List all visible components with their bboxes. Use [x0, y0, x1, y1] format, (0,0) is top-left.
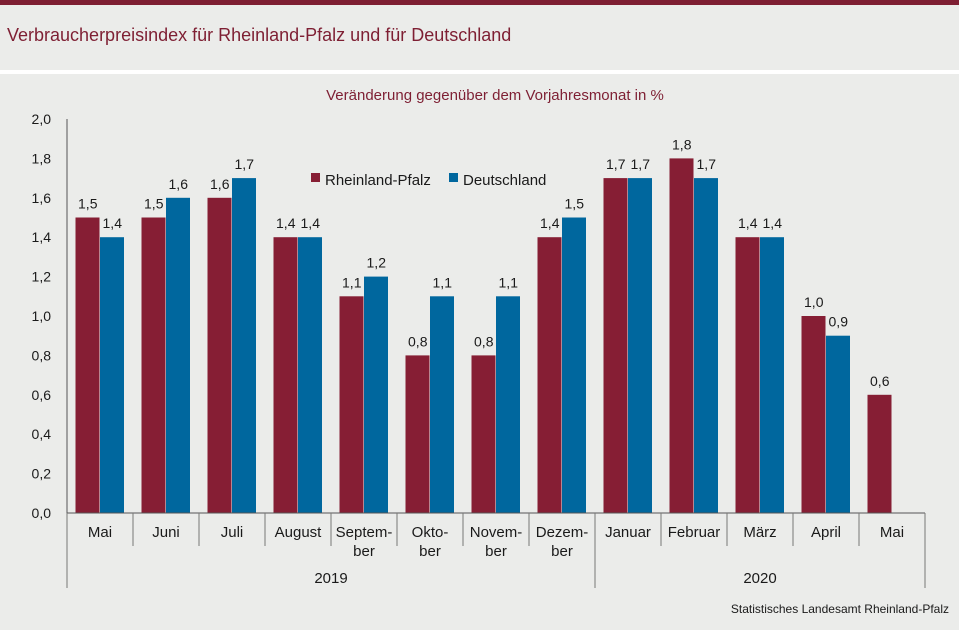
bar-deutschland [694, 178, 718, 513]
bar-rheinland-pfalz [735, 237, 760, 513]
y-tick-label: 1,0 [32, 308, 52, 324]
x-axis: Mai Juni Juli August Septem-ber Okto-ber Novem… [66, 512, 926, 588]
top-accent-bar [0, 0, 959, 5]
x-tick-label: April [811, 524, 841, 541]
y-tick-label: 1,6 [32, 190, 52, 206]
data-label: 1,5 [78, 196, 98, 212]
x-tick-label: Mai [88, 524, 112, 541]
x-tick-label: Januar [605, 524, 651, 541]
data-label: 0,6 [870, 373, 890, 389]
x-tick-label: März [743, 524, 776, 541]
bar-rheinland-pfalz [141, 217, 166, 513]
x-tick-label: August [275, 524, 323, 541]
x-tick-label: Februar [668, 524, 721, 541]
bar-rheinland-pfalz [801, 316, 826, 513]
bar-rheinland-pfalz [405, 355, 430, 513]
bar-deutschland [232, 178, 256, 513]
data-label: 0,9 [829, 314, 849, 330]
source-note: Statistisches Landesamt Rheinland-Pfalz [730, 602, 949, 616]
y-tick-label: 0,8 [32, 347, 52, 363]
data-label: 0,8 [474, 333, 494, 349]
data-label: 1,6 [210, 176, 230, 192]
x-tick-label: Juli [221, 524, 244, 541]
data-label: 1,4 [738, 215, 758, 231]
x-tick-label: Juni [152, 524, 180, 541]
data-label: 1,7 [631, 156, 651, 172]
data-labels: 1,5 1,5 1,6 1,4 1,1 0,8 0,8 1,4 1,7 1,8 1,4 1,0 0,6 1… [78, 136, 890, 388]
data-label: 1,4 [276, 215, 296, 231]
bar-rheinland-pfalz [537, 237, 562, 513]
bar-rheinland-pfalz [471, 355, 496, 513]
y-tick-label: 0,0 [32, 505, 52, 521]
year-label: 2019 [314, 570, 347, 587]
data-label: 1,0 [804, 294, 824, 310]
data-label: 1,5 [144, 196, 164, 212]
bar-deutschland [430, 296, 454, 513]
page-title: Verbraucherpreisindex für Rheinland-Pfal… [7, 25, 512, 45]
bar-deutschland [364, 276, 388, 513]
x-tick-label: Novem-ber [470, 524, 523, 560]
data-label: 1,7 [606, 156, 626, 172]
bar-deutschland [100, 237, 124, 513]
data-label: 1,4 [763, 215, 783, 231]
bar-deutschland [166, 197, 190, 514]
data-label: 1,7 [697, 156, 717, 172]
y-tick-label: 0,6 [32, 387, 52, 403]
y-tick-label: 1,8 [32, 150, 52, 166]
data-label: 1,1 [433, 274, 453, 290]
bar-rheinland-pfalz [273, 237, 298, 513]
year-label: 2020 [743, 570, 776, 587]
y-tick-label: 2,0 [32, 111, 52, 127]
data-label: 1,7 [235, 156, 255, 172]
x-tick-label: Okto-ber [412, 524, 449, 560]
data-label: 1,4 [103, 215, 123, 231]
y-tick-label: 1,4 [32, 229, 52, 245]
bar-rheinland-pfalz [603, 178, 628, 513]
data-label: 1,5 [565, 196, 585, 212]
data-label: 0,8 [408, 333, 428, 349]
legend-swatch [449, 173, 458, 182]
data-label: 1,1 [499, 274, 519, 290]
data-label: 1,2 [367, 255, 387, 271]
bar-deutschland [826, 335, 850, 513]
bar-rheinland-pfalz [339, 296, 364, 513]
data-label: 1,4 [540, 215, 560, 231]
legend-label: Rheinland-Pfalz [325, 172, 431, 189]
data-label: 1,1 [342, 274, 362, 290]
bar-deutschland [298, 237, 322, 513]
bar-rheinland-pfalz [669, 158, 694, 513]
legend-swatch [311, 173, 320, 182]
x-tick-label: Dezem-ber [536, 524, 589, 560]
data-label: 1,4 [301, 215, 321, 231]
bar-deutschland [628, 178, 652, 513]
legend: Rheinland-Pfalz Deutschland [311, 172, 546, 189]
y-tick-label: 0,2 [32, 466, 52, 482]
x-tick-label: Septem-ber [336, 524, 393, 560]
title-divider [0, 70, 959, 74]
data-label: 1,6 [169, 176, 189, 192]
bar-deutschland [496, 296, 520, 513]
data-label: 1,8 [672, 136, 692, 152]
y-tick-label: 0,4 [32, 426, 52, 442]
legend-label: Deutschland [463, 172, 546, 189]
bar-rheinland-pfalz [207, 197, 232, 514]
x-tick-label: Mai [880, 524, 904, 541]
bar-deutschland [562, 217, 586, 513]
bars [75, 158, 892, 514]
bar-rheinland-pfalz [75, 217, 100, 513]
bar-rheinland-pfalz [867, 394, 892, 513]
y-tick-label: 1,2 [32, 269, 52, 285]
chart-subtitle: Veränderung gegenüber dem Vorjahresmonat… [326, 87, 664, 104]
bar-deutschland [760, 237, 784, 513]
y-axis: 0,0 0,2 0,4 0,6 0,8 1,0 1,2 1,4 1,6 1,8 2,0 [32, 111, 68, 521]
